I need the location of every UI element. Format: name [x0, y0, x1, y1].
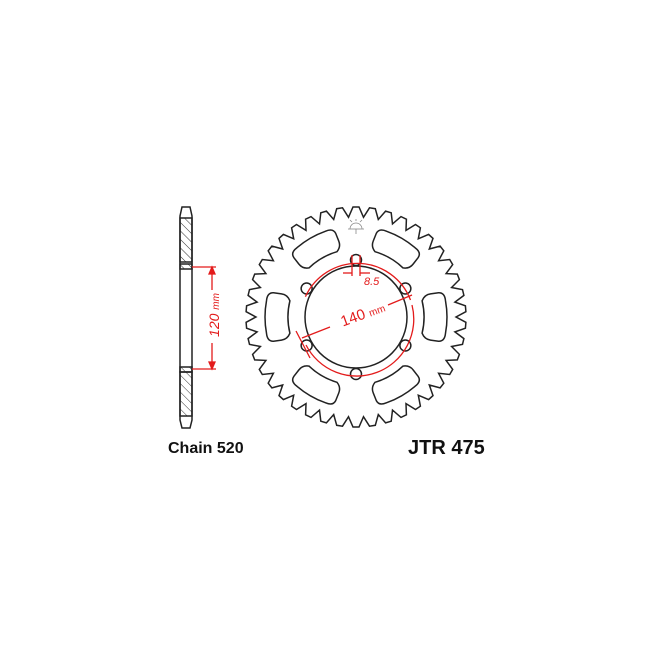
- side-view: [179, 206, 193, 429]
- hub-unit: mm: [211, 293, 222, 310]
- hub-dimension-label: 120 mm: [196, 292, 226, 342]
- hole-diameter-label: 8.5: [364, 276, 380, 288]
- pcd-arc: [304, 262, 412, 301]
- chain-label: Chain 520: [168, 440, 244, 457]
- sprocket-teeth-outline: [245, 206, 467, 428]
- lightening-slot: [264, 292, 291, 342]
- bolt-hole: [349, 367, 363, 381]
- hatch-top: [179, 217, 193, 263]
- lightening-slot: [421, 292, 448, 342]
- lightening-slot: [371, 365, 421, 405]
- hub-dimension: [192, 265, 216, 371]
- bolt-hole: [399, 282, 412, 295]
- hatch-bottom: [179, 371, 193, 417]
- bolt-hole: [349, 253, 363, 267]
- lightening-slot: [291, 229, 341, 269]
- pcd-dimension: [295, 255, 415, 377]
- bolt-hole: [399, 339, 412, 352]
- lightening-slot: [291, 365, 341, 405]
- hub-value: 120: [206, 313, 222, 337]
- part-number: JTR 475: [408, 437, 485, 459]
- lightening-slot: [371, 229, 421, 269]
- logo-icon: [348, 219, 364, 234]
